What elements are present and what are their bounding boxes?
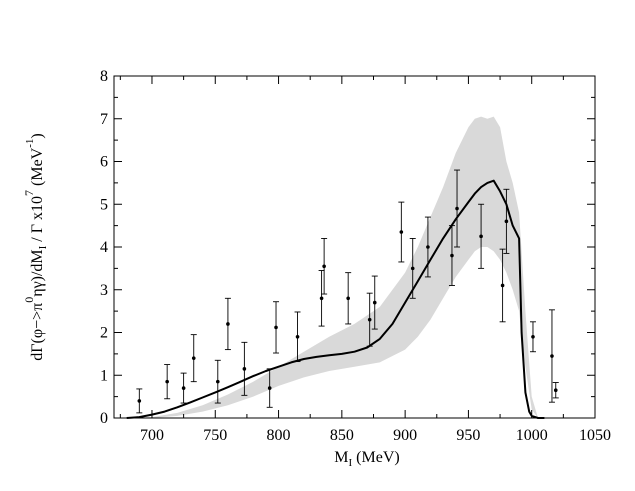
data-point-2	[180, 372, 187, 404]
y-title-sup7: 7	[22, 190, 36, 196]
x-tick-label: 1000	[516, 427, 548, 444]
x-tick-label: 800	[267, 427, 291, 444]
data-point-7	[266, 368, 273, 408]
y-tick-label: 3	[100, 282, 108, 299]
data-marker	[450, 253, 454, 258]
data-point-11	[321, 237, 328, 295]
x-axis-title-sub: I	[349, 457, 353, 469]
data-marker	[137, 399, 142, 403]
y-axis-title: dΓ(φ−>π0ηγ)/dMI / Γ x107 (MeV-1)	[22, 133, 49, 360]
data-marker	[226, 322, 230, 326]
data-marker	[367, 317, 372, 322]
data-point-4	[214, 359, 221, 404]
data-marker	[399, 230, 404, 234]
data-point-12	[345, 272, 352, 325]
data-marker	[274, 325, 278, 330]
data-point-0	[136, 388, 143, 414]
data-point-8	[273, 301, 280, 354]
y-title-sup0: 0	[22, 297, 36, 303]
y-tick-label: 7	[100, 111, 108, 128]
data-point-21	[499, 248, 506, 323]
points-layer	[136, 169, 559, 414]
data-marker	[504, 219, 509, 224]
x-tick-label: 850	[330, 427, 354, 444]
y-tick-label: 1	[100, 367, 108, 384]
data-marker	[319, 296, 324, 301]
ticks-layer: 700 750 800 850 900 950 1000 1050 0 1 2 3 4 5 6 7 8	[100, 68, 611, 444]
series-layer	[126, 179, 545, 419]
data-marker	[410, 266, 415, 271]
data-marker	[346, 296, 350, 301]
data-marker	[553, 388, 558, 393]
data-point-15	[398, 201, 405, 263]
y-title-d: (MeV	[29, 147, 46, 190]
x-tick-label: 750	[203, 427, 227, 444]
data-point-10	[318, 270, 325, 327]
data-marker	[550, 354, 554, 358]
y-title-a: dΓ(φ−>π	[29, 303, 46, 361]
band-layer	[126, 116, 538, 418]
x-axis-title-main: M	[334, 449, 348, 466]
data-point-23	[529, 321, 536, 353]
data-point-1	[164, 364, 171, 400]
data-marker	[531, 334, 535, 339]
data-marker	[242, 367, 247, 371]
data-marker	[191, 356, 196, 360]
data-point-6	[241, 341, 248, 396]
data-point-19	[454, 169, 461, 248]
data-marker	[479, 234, 483, 239]
data-point-5	[224, 297, 231, 351]
y-tick-label: 2	[100, 325, 108, 342]
data-point-20	[478, 203, 485, 269]
x-tick-label: 700	[140, 427, 164, 444]
data-point-24	[548, 309, 555, 403]
x-axis-title-unit: (MeV)	[356, 449, 400, 466]
data-point-17	[424, 216, 431, 278]
data-marker	[295, 334, 300, 339]
y-tick-label: 0	[100, 410, 108, 427]
y-tick-label: 8	[100, 68, 108, 85]
x-axis-title: MI (MeV)	[334, 449, 399, 469]
y-title-e: )	[29, 133, 46, 138]
y-title-b: ηγ)/dM	[29, 249, 46, 296]
data-point-18	[448, 225, 455, 286]
data-marker	[267, 386, 272, 390]
data-marker	[372, 300, 377, 305]
data-marker	[215, 379, 220, 384]
data-point-9	[294, 311, 301, 363]
y-title-supm1: -1	[24, 139, 36, 148]
y-tick-label: 4	[100, 239, 108, 256]
data-point-22	[503, 188, 510, 254]
data-marker	[426, 245, 430, 249]
data-point-14	[371, 275, 378, 330]
y-title-subI: I	[37, 245, 49, 249]
data-marker	[165, 379, 169, 384]
uncertainty-band	[126, 116, 538, 418]
data-marker	[322, 264, 326, 269]
data-point-25	[552, 382, 559, 399]
data-marker	[181, 386, 186, 390]
data-point-13	[366, 292, 373, 347]
data-marker	[455, 206, 459, 211]
data-point-3	[190, 334, 197, 383]
x-tick-label: 950	[456, 427, 480, 444]
y-tick-label: 5	[100, 196, 108, 213]
data-point-16	[409, 237, 416, 299]
y-tick-label: 6	[100, 154, 108, 171]
series-line-theory	[126, 179, 545, 419]
x-tick-label: 1050	[579, 427, 611, 444]
x-tick-label: 900	[393, 427, 417, 444]
y-title-c: / Γ x10	[29, 196, 46, 246]
data-marker	[500, 283, 505, 288]
